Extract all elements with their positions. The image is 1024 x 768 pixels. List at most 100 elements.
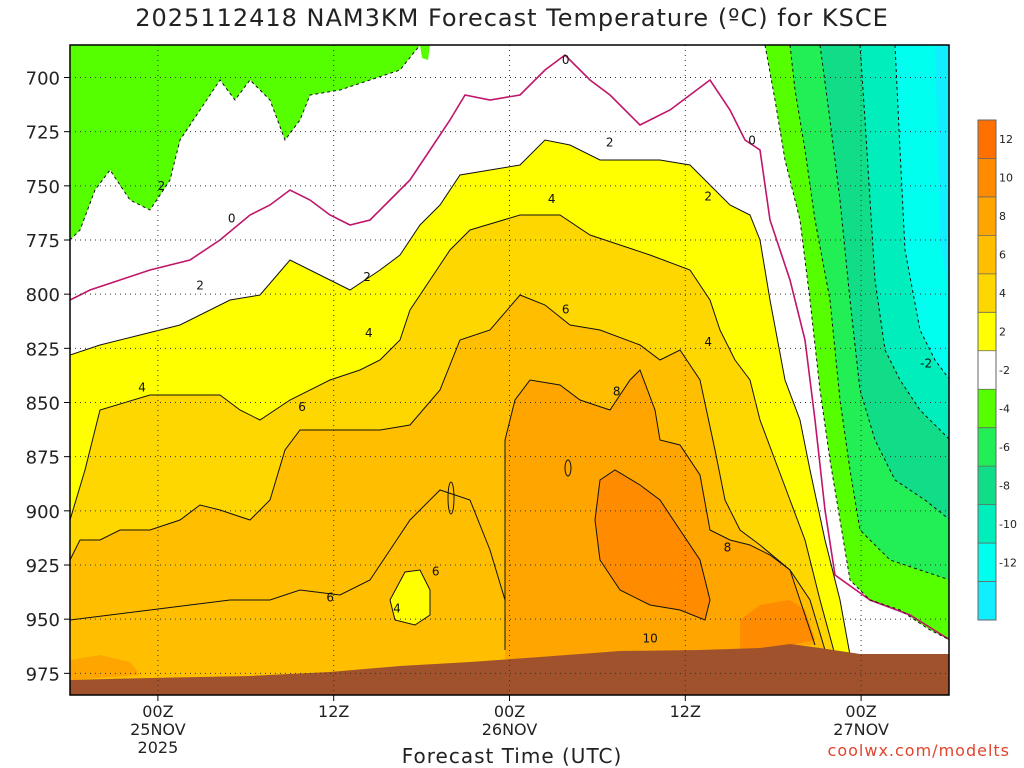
colorbar-swatch	[978, 312, 996, 351]
colorbar: 12 10 8 6 4 2 -2 -4 -6 -8 -10 -12	[977, 119, 1017, 621]
contour-label: 2	[606, 136, 614, 150]
contour-label: 4	[548, 192, 556, 206]
six-degree-contour-lower	[70, 489, 506, 621]
contour-label: 2	[363, 270, 371, 284]
colorbar-label: 4	[999, 287, 1006, 300]
credit-text[interactable]: coolwx.com/modelts	[827, 741, 1010, 760]
chart-title: 2025112418 NAM3KM Forecast Temperature (…	[135, 4, 889, 32]
grid-lines	[70, 45, 949, 695]
y-tick-label: 775	[26, 231, 60, 252]
colorbar-swatch	[978, 427, 996, 467]
band-10-12	[595, 470, 710, 620]
colorbar-swatch	[978, 389, 996, 428]
x-tick-label: 12Z	[670, 702, 701, 721]
x-tick-label: 2025	[138, 738, 179, 757]
x-tick-label: 12Z	[318, 702, 349, 721]
small-eight-contour	[564, 459, 572, 477]
y-axis: 700 725 750 775 800 825 850 875 900 925 950 975	[26, 69, 70, 685]
colorbar-swatch	[978, 543, 996, 582]
y-tick-label: 750	[26, 177, 60, 198]
y-tick-label: 875	[26, 448, 60, 469]
low-level-warm-pocket	[70, 655, 140, 680]
contour-label: -2	[920, 357, 932, 371]
ten-degree-contour	[594, 469, 711, 621]
colorbar-label: 12	[999, 133, 1013, 146]
colorbar-label: -8	[999, 479, 1010, 492]
contour-label: 4	[704, 335, 712, 349]
surface-warm-pocket	[740, 600, 815, 650]
contour-label: 8	[613, 385, 621, 399]
colorbar-swatch	[978, 235, 996, 274]
two-degree-contour	[70, 139, 851, 656]
colorbar-label: -4	[999, 402, 1010, 415]
contour-label: 4	[365, 326, 373, 340]
y-tick-label: 925	[26, 556, 60, 577]
x-tick-label: 00Z	[494, 702, 525, 721]
colorbar-swatch	[978, 196, 996, 236]
contour-label: 0	[562, 53, 570, 67]
x-tick-label: 00Z	[142, 702, 173, 721]
minus-six-contour	[819, 45, 949, 520]
colorbar-swatch	[978, 120, 996, 159]
y-tick-label: 700	[26, 69, 60, 90]
contour-label: 2	[158, 179, 166, 193]
contour-label: 6	[326, 591, 334, 605]
colorbar-swatch	[978, 350, 996, 390]
colorbar-label: -6	[999, 441, 1010, 454]
minus-four-contour	[789, 45, 949, 581]
contour-label: 10	[642, 632, 657, 646]
colorbar-label: 10	[999, 172, 1013, 185]
small-six-contour	[447, 481, 455, 515]
contour-label: 0	[228, 211, 236, 225]
zero-degree-contour	[70, 53, 949, 641]
terrain-ground	[70, 644, 949, 695]
colorbar-swatch	[978, 504, 996, 544]
colorbar-swatch	[978, 273, 996, 313]
colorbar-label: -12	[999, 556, 1017, 569]
minus-two-contour-right	[764, 45, 949, 641]
cold-region-top-center	[420, 45, 430, 60]
four-degree-contour	[70, 214, 836, 656]
x-tick-label: 25NOV	[130, 720, 186, 739]
colorbar-label: 8	[999, 210, 1006, 223]
contour-label: 4	[393, 601, 401, 615]
y-tick-label: 825	[26, 339, 60, 360]
colorbar-frame	[977, 119, 997, 621]
colorbar-label: -2	[999, 364, 1010, 377]
cold-wedge-minus12	[935, 45, 949, 294]
contour-label: 4	[138, 380, 146, 394]
y-tick-label: 950	[26, 610, 60, 631]
colorbar-swatch	[978, 581, 996, 620]
y-tick-label: 800	[26, 285, 60, 306]
minus-two-contour	[70, 45, 421, 241]
four-degree-bubble-contour	[389, 569, 431, 626]
contour-labels: 0 0 0 2 2 2 2 2 4 4 4 4 4 6 6 6 6 8 8 10 -2	[138, 53, 932, 646]
minus-ten-contour	[894, 45, 949, 380]
colorbar-label: 2	[999, 326, 1006, 339]
colorbar-label: 6	[999, 249, 1006, 262]
colorbar-swatch	[978, 158, 996, 197]
colorbar-swatch	[978, 466, 996, 505]
contour-label: 6	[562, 302, 570, 316]
contour-label: 2	[704, 190, 712, 204]
contour-label: 0	[748, 133, 756, 147]
six-degree-contour	[70, 294, 826, 651]
contour-label: 6	[298, 400, 306, 414]
x-tick-label: 00Z	[845, 702, 876, 721]
cold-wedge-minus10	[895, 45, 949, 379]
x-tick-label: 27NOV	[833, 720, 889, 739]
x-tick-label: 26NOV	[482, 720, 538, 739]
y-tick-label: 850	[26, 394, 60, 415]
y-tick-label: 725	[26, 123, 60, 144]
eight-degree-contour	[504, 369, 816, 650]
warm-bubble-925	[390, 570, 430, 625]
contour-label: 8	[724, 541, 732, 555]
y-tick-label: 900	[26, 502, 60, 523]
y-tick-label: 975	[26, 664, 60, 685]
cold-region-top-left	[70, 45, 420, 240]
minus-eight-contour	[859, 45, 949, 440]
contour-label: 2	[196, 279, 204, 293]
x-axis-label: Forecast Time (UTC)	[401, 744, 623, 768]
